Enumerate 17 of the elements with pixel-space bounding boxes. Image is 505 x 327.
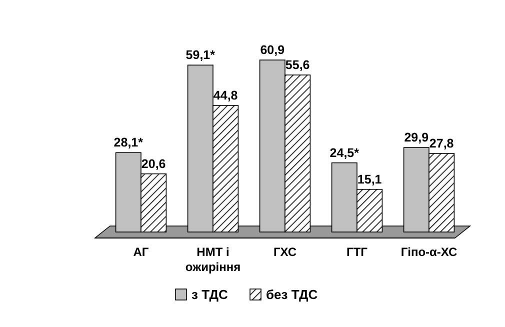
data-label: 15,1 (357, 172, 382, 186)
data-label: 59,1* (186, 48, 216, 62)
x-tick-label: НМТ і ожиріння (185, 245, 241, 274)
data-label: 55,6 (285, 58, 310, 72)
x-tick-label: АГ (133, 245, 149, 259)
legend-label: з ТДС (192, 287, 228, 302)
data-label: 60,9 (260, 43, 285, 57)
x-tick-label: Гіпо-α-ХС (400, 245, 458, 259)
x-tick-label: ГХС (273, 245, 297, 259)
data-label: 28,1* (114, 136, 144, 150)
data-label: 44,8 (213, 88, 238, 102)
x-tick-label: ГТГ (346, 245, 368, 259)
data-label: 27,8 (429, 136, 454, 150)
data-label: 20,6 (141, 156, 166, 171)
data-label: 29,9 (404, 130, 429, 145)
data-label: 24,5* (330, 146, 360, 160)
legend-label: без ТДС (266, 287, 318, 302)
